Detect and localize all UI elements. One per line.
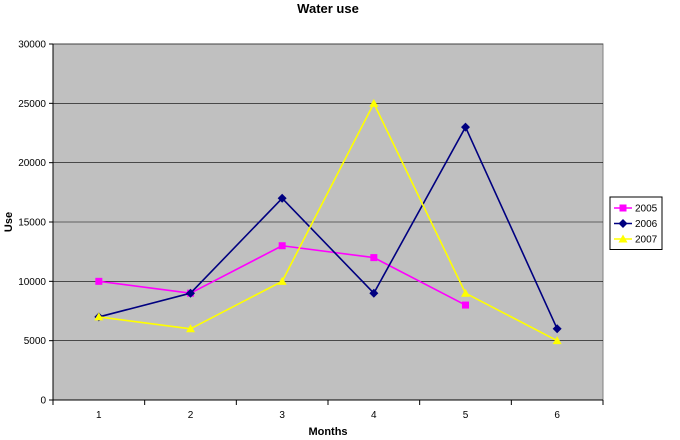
- y-axis-label: Use: [3, 212, 15, 232]
- data-point-2005-4: [370, 254, 378, 262]
- data-point-2007-4: [369, 98, 379, 107]
- x-tick-label: 4: [371, 410, 377, 421]
- x-tick-label: 3: [279, 410, 285, 421]
- legend-label-2007: 2007: [635, 235, 658, 246]
- data-point-2007-2: [186, 324, 195, 333]
- data-point-2006-3: [277, 193, 287, 203]
- data-point-2006-2: [186, 288, 195, 298]
- x-tick-label: 2: [188, 410, 194, 421]
- y-tick-label: 5000: [24, 336, 47, 347]
- y-tick-label: 0: [40, 396, 46, 407]
- data-point-2006-4: [369, 288, 379, 298]
- data-point-2007-6: [552, 336, 562, 345]
- data-point-2005-1: [95, 277, 103, 285]
- series-line-2006: [98, 126, 558, 330]
- y-tick-label: 15000: [18, 218, 46, 229]
- legend-marker-2005: [619, 204, 627, 212]
- legend-label-2005: 2005: [635, 204, 658, 215]
- data-point-2005-3: [278, 242, 286, 250]
- data-point-2007-3: [277, 276, 287, 285]
- legend-label-2006: 2006: [635, 219, 658, 230]
- data-point-2005-5: [462, 301, 469, 309]
- data-point-2006-6: [552, 324, 562, 334]
- x-axis-label: Months: [308, 426, 347, 438]
- x-tick-label: 1: [96, 410, 102, 421]
- chart-title: Water use: [297, 1, 359, 16]
- x-tick-label: 5: [463, 410, 469, 421]
- data-point-2006-5: [461, 122, 470, 132]
- data-point-2007-1: [94, 312, 104, 321]
- y-tick-label: 20000: [18, 158, 46, 169]
- y-tick-label: 10000: [18, 277, 46, 288]
- legend-marker-2007: [618, 234, 628, 243]
- y-tick-label: 25000: [18, 99, 46, 110]
- legend-marker-2006: [618, 219, 628, 228]
- data-point-2007-5: [461, 288, 470, 297]
- y-tick-label: 30000: [18, 40, 46, 51]
- series-line-2007: [98, 102, 558, 342]
- x-tick-label: 6: [554, 410, 560, 421]
